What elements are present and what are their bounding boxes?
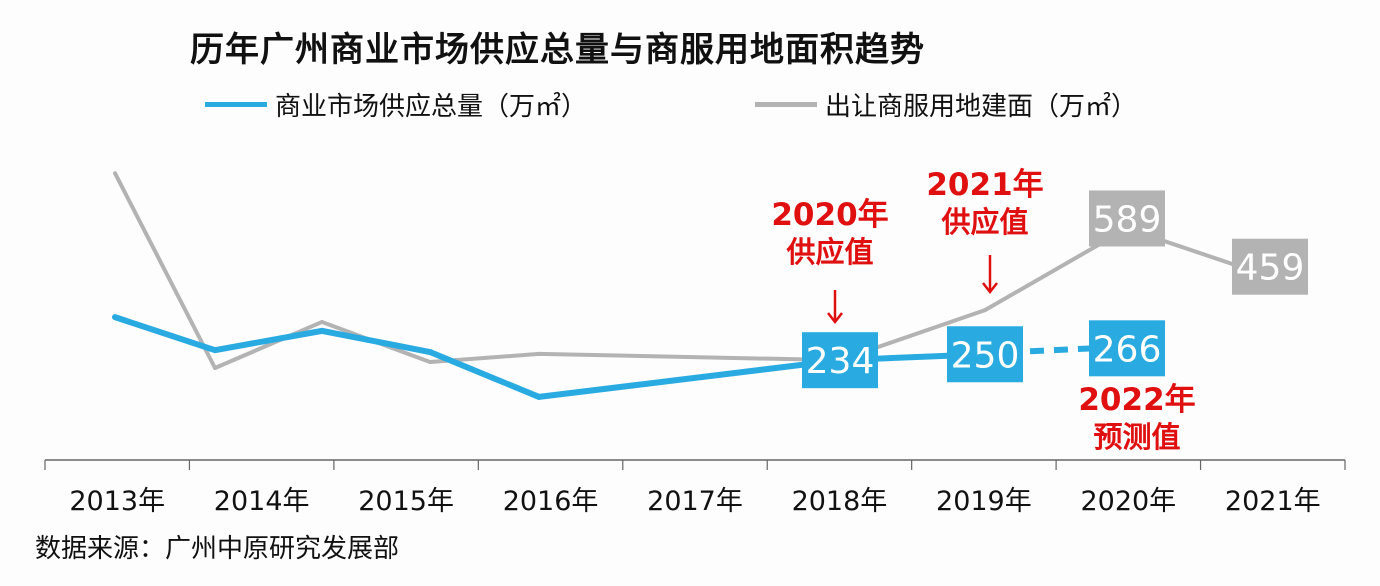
- annotation-text: 供应值: [940, 205, 1028, 239]
- data-point: [112, 314, 118, 321]
- x-tick-label: 2015年: [358, 486, 454, 517]
- legend-swatch-supply: [205, 102, 267, 107]
- arrow-head-icon: [827, 312, 843, 325]
- data-point: [320, 319, 324, 324]
- x-tick-label: 2020年: [1080, 486, 1176, 517]
- data-point: [536, 393, 542, 400]
- legend-land: 出让商服用地建面（万㎡）: [755, 86, 1137, 123]
- data-point: [427, 349, 433, 356]
- data-label-box: [1089, 190, 1165, 247]
- legend-supply: 商业市场供应总量（万㎡）: [205, 86, 587, 123]
- x-tick-label: 2021年: [1225, 486, 1321, 517]
- data-point: [213, 365, 217, 370]
- annotation-year: 2020年: [771, 197, 888, 233]
- annotation-text: 预测值: [1093, 420, 1180, 454]
- forecast-label-box: [1089, 320, 1165, 377]
- x-tick-label: 2013年: [69, 486, 165, 517]
- data-point: [212, 347, 218, 354]
- x-tick-label: 2019年: [936, 486, 1032, 517]
- data-point: [428, 360, 432, 365]
- data-label-box: [1232, 238, 1308, 295]
- source-note: 数据来源：广州中原研究发展部: [35, 534, 400, 564]
- chart-title: 历年广州商业市场供应总量与商服用地面积趋势: [190, 30, 925, 70]
- annotation-year: 2022年: [1078, 382, 1195, 418]
- annotation-text: 供应值: [785, 235, 873, 269]
- x-tick-label: 2018年: [792, 486, 888, 517]
- data-label: 589: [1093, 199, 1162, 240]
- arrow-head-icon: [982, 282, 998, 295]
- annotation-year: 2021年: [926, 167, 1043, 203]
- legend-swatch-land: [755, 102, 817, 107]
- x-tick-label: 2016年: [503, 486, 599, 517]
- legend-label-supply: 商业市场供应总量（万㎡）: [275, 92, 588, 122]
- data-label-box: [802, 332, 878, 389]
- data-point: [983, 308, 987, 313]
- x-tick-label: 2014年: [214, 486, 310, 517]
- x-tick-label: 2017年: [647, 486, 743, 517]
- data-point: [319, 327, 325, 334]
- data-point: [537, 351, 541, 356]
- data-label: 234: [806, 341, 875, 382]
- data-label-box: [947, 326, 1023, 383]
- data-point: [113, 171, 117, 176]
- data-label: 250: [951, 335, 1020, 376]
- legend-label-land: 出让商服用地建面（万㎡）: [825, 92, 1138, 122]
- data-label: 459: [1236, 248, 1305, 289]
- forecast-line: [1029, 345, 1093, 355]
- forecast-label: 266: [1093, 329, 1162, 370]
